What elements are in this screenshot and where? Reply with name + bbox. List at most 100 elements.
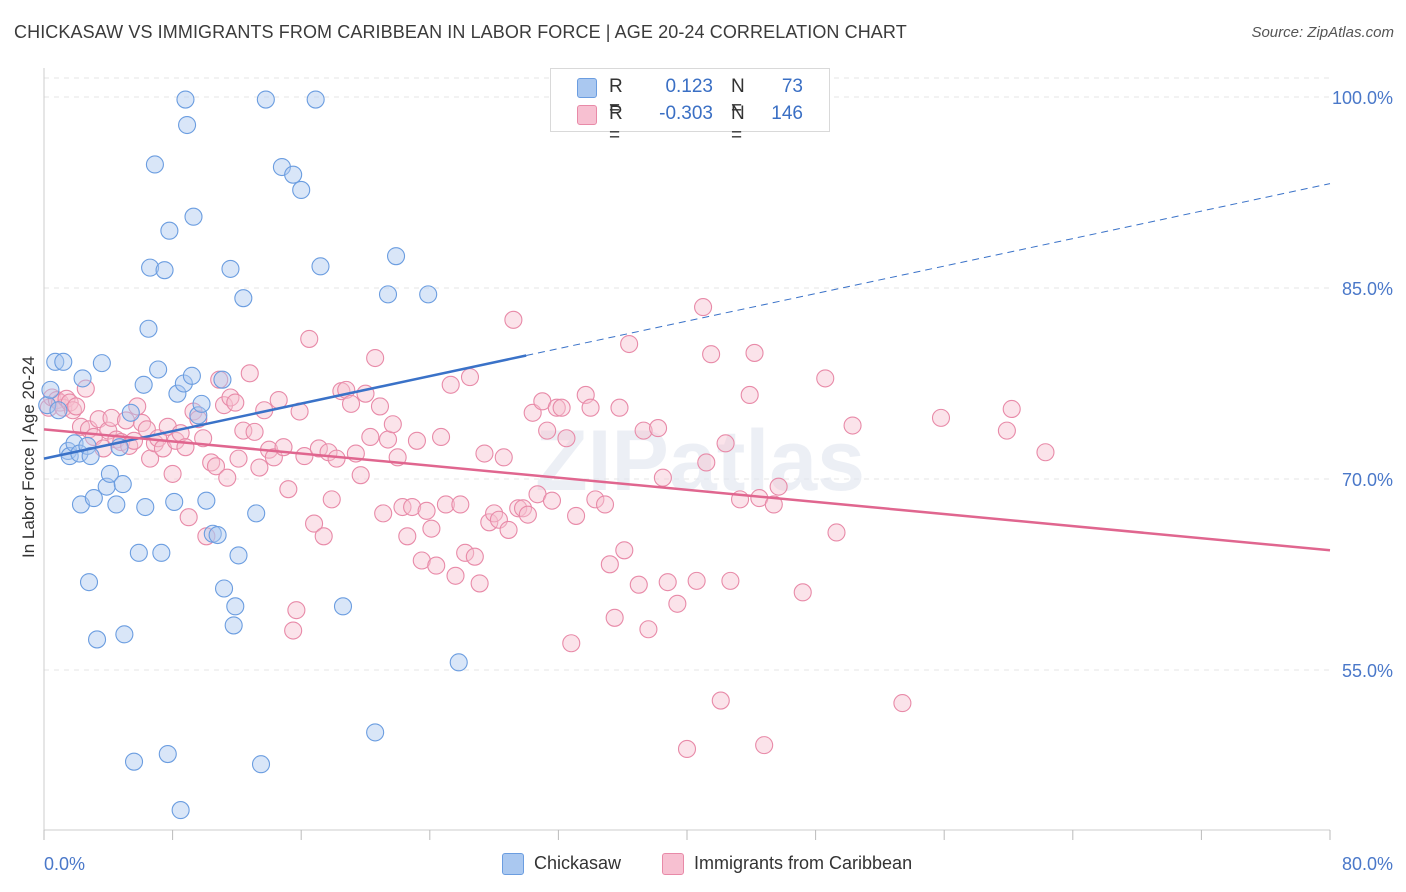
data-point-caribbean: [494, 448, 513, 467]
x-tick-label: 0.0%: [44, 854, 85, 874]
data-point-caribbean: [567, 506, 586, 525]
data-point-chickasaw: [87, 630, 107, 649]
legend-swatch-caribbean: [577, 105, 597, 125]
data-point-caribbean: [407, 431, 426, 450]
data-point-caribbean: [745, 343, 764, 362]
data-point-caribbean: [769, 477, 788, 496]
data-point-chickasaw: [213, 370, 232, 389]
n-label: N =: [731, 103, 745, 146]
data-point-caribbean: [351, 466, 370, 485]
data-point-chickasaw: [378, 285, 398, 304]
data-point-caribbean: [221, 388, 240, 407]
data-point-chickasaw: [129, 543, 148, 562]
data-point-caribbean: [383, 415, 402, 434]
data-point-caribbean: [629, 575, 648, 594]
data-point-caribbean: [218, 468, 237, 487]
data-point-chickasaw: [124, 752, 144, 771]
data-point-caribbean: [287, 601, 306, 620]
data-point-chickasaw: [419, 285, 438, 304]
data-point-caribbean: [509, 499, 528, 518]
data-point-caribbean: [451, 495, 470, 514]
data-point-chickasaw: [333, 597, 353, 616]
legend-swatch-caribbean: [662, 853, 684, 875]
y-tick-label: 100.0%: [1332, 88, 1393, 108]
data-point-caribbean: [668, 594, 687, 613]
data-point-caribbean: [456, 543, 475, 562]
data-point-chickasaw: [366, 723, 385, 742]
data-point-chickasaw: [115, 625, 134, 644]
r-label: R =: [609, 76, 623, 119]
data-point-chickasaw: [168, 384, 187, 403]
data-point-caribbean: [229, 449, 248, 468]
data-point-caribbean: [931, 408, 951, 427]
data-point-chickasaw: [152, 543, 171, 562]
data-point-caribbean: [67, 397, 86, 416]
data-point-caribbean: [427, 556, 446, 575]
data-point-chickasaw: [54, 352, 73, 371]
series-legend: Chickasaw Immigrants from Caribbean: [0, 852, 1406, 878]
data-point-chickasaw: [149, 360, 168, 379]
data-point-caribbean: [552, 398, 571, 417]
data-point-caribbean: [214, 396, 234, 415]
trend-line-chickasaw-extrapolated: [526, 183, 1331, 356]
data-point-caribbean: [1036, 443, 1055, 462]
data-point-chickasaw: [214, 579, 234, 598]
data-point-caribbean: [843, 416, 862, 435]
data-point-caribbean: [658, 573, 677, 592]
data-point-caribbean: [441, 375, 460, 394]
data-point-chickasaw: [84, 489, 103, 508]
data-point-chickasaw: [221, 259, 240, 278]
n-value: 73: [781, 76, 803, 97]
data-point-chickasaw: [284, 165, 303, 184]
data-point-caribbean: [374, 504, 393, 523]
data-point-caribbean: [460, 368, 480, 387]
data-point-chickasaw: [79, 573, 99, 592]
data-point-chickasaw: [192, 394, 211, 413]
trend-line-chickasaw: [43, 354, 527, 460]
trend-lines: [43, 183, 1331, 552]
data-point-chickasaw: [311, 257, 330, 276]
data-point-chickasaw: [158, 744, 177, 764]
data-point-caribbean: [194, 429, 213, 448]
data-point-caribbean: [361, 427, 380, 447]
data-point-caribbean: [764, 495, 783, 514]
data-point-caribbean: [600, 555, 619, 574]
data-point-caribbean: [595, 495, 615, 514]
data-point-caribbean: [412, 551, 431, 570]
data-point-caribbean: [465, 547, 484, 566]
data-point-caribbean: [721, 571, 740, 590]
data-point-caribbean: [300, 329, 319, 348]
legend-swatch-chickasaw: [502, 853, 524, 875]
data-point-caribbean: [206, 457, 226, 476]
y-tick-label: 55.0%: [1342, 661, 1393, 681]
y-axis-label: In Labor Force | Age 20-24: [19, 356, 38, 558]
data-point-chickasaw: [178, 115, 197, 135]
data-point-chickasaw: [176, 90, 195, 109]
n-value: 146: [771, 103, 803, 124]
axes: [43, 68, 1331, 840]
data-point-caribbean: [716, 434, 735, 453]
data-point-caribbean: [284, 621, 303, 640]
data-point-caribbean: [226, 393, 245, 412]
data-point-caribbean: [245, 422, 264, 441]
data-point-caribbean: [76, 379, 95, 398]
data-point-chickasaw: [107, 495, 126, 514]
data-point-caribbean: [366, 348, 385, 368]
data-point-caribbean: [163, 464, 182, 483]
data-point-chickasaw: [160, 221, 179, 240]
data-point-caribbean: [547, 398, 566, 417]
data-point-caribbean: [697, 453, 716, 472]
data-point-caribbean: [279, 480, 298, 499]
data-point-chickasaw: [73, 369, 92, 388]
data-point-caribbean: [755, 736, 774, 755]
x-tick-label: 80.0%: [1342, 854, 1393, 874]
data-point-chickasaw: [226, 597, 245, 616]
data-point-caribbean: [634, 421, 653, 440]
chart-title: CHICKASAW VS IMMIGRANTS FROM CARIBBEAN I…: [14, 22, 907, 42]
data-point-chickasaw: [197, 491, 216, 510]
data-point-caribbean: [398, 527, 417, 546]
data-point-chickasaw: [100, 464, 119, 483]
data-point-caribbean: [740, 385, 759, 405]
data-point-chickasaw: [189, 406, 208, 425]
